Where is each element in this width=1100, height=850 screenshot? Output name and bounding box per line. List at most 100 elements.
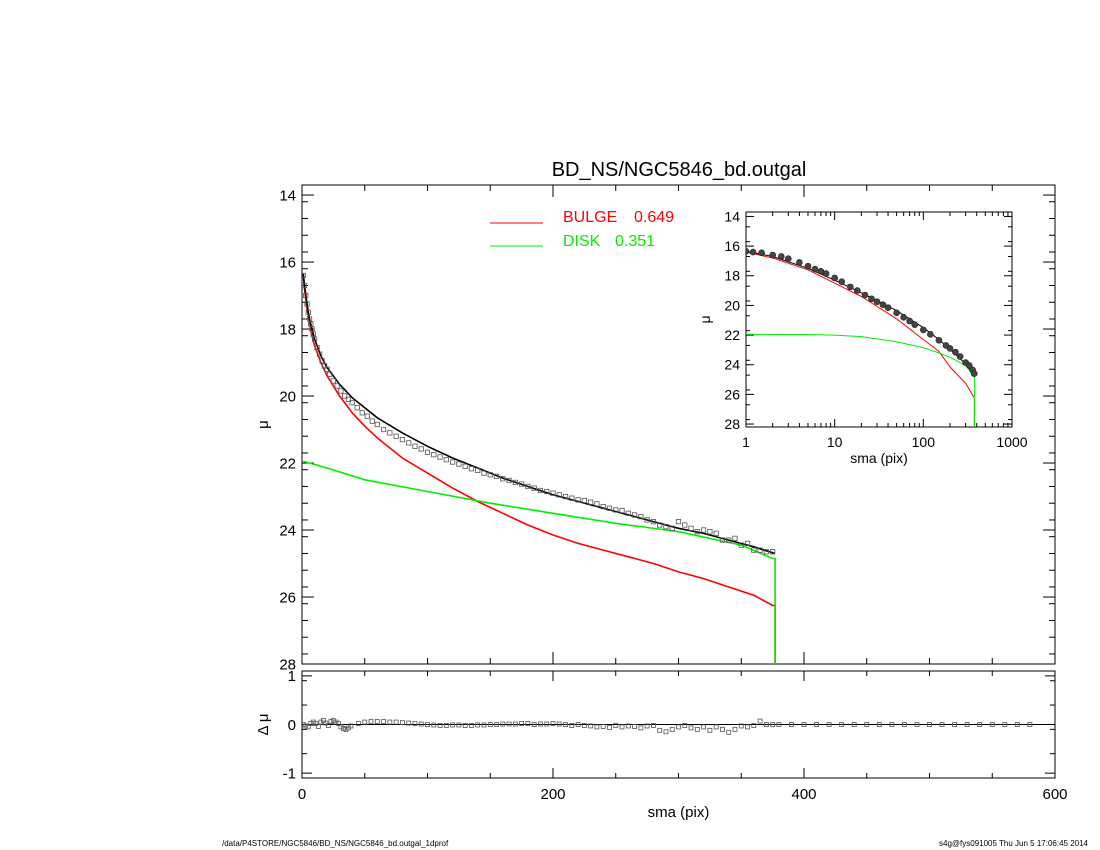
y-axis-label: μ xyxy=(697,315,713,323)
data-point xyxy=(822,270,830,277)
y-tick-label: 22 xyxy=(279,455,296,472)
chart-title: BD_NS/NGC5846_bd.outgal xyxy=(552,159,807,181)
data-point xyxy=(387,430,393,436)
residual-point xyxy=(305,724,311,730)
x-axis-label: sma (pix) xyxy=(850,450,908,466)
residual-point xyxy=(732,726,738,732)
residual-point xyxy=(1002,722,1008,727)
data-point xyxy=(544,488,550,495)
data-point xyxy=(354,405,360,411)
data-point xyxy=(669,525,675,531)
y-tick-label: 16 xyxy=(724,238,740,254)
residual-point xyxy=(399,720,405,725)
data-point xyxy=(838,278,845,285)
residual-point xyxy=(826,722,832,727)
residual-point xyxy=(333,719,339,725)
data-point xyxy=(631,512,638,518)
x-tick-label: 100 xyxy=(912,434,936,450)
residual-point xyxy=(481,722,487,728)
residual-point xyxy=(801,722,807,727)
residual-point xyxy=(362,719,368,725)
residual-point xyxy=(318,719,324,725)
data-point xyxy=(757,547,763,553)
residual-point xyxy=(338,724,344,730)
legend-disk-label: DISK xyxy=(563,233,601,250)
data-point xyxy=(966,362,973,369)
data-point xyxy=(861,291,869,299)
residual-point xyxy=(323,720,329,726)
x-tick-label: 0 xyxy=(298,786,306,803)
residual-point xyxy=(325,723,331,728)
bulge-line xyxy=(746,251,975,427)
residual-point xyxy=(701,724,706,730)
footer-path: /data/P4STORE/NGC5846/BD_NS/NGC5846_bd.o… xyxy=(222,839,449,848)
residual-point xyxy=(494,722,499,727)
residual-point xyxy=(575,722,581,727)
residual-point xyxy=(569,723,575,728)
data-point xyxy=(525,483,531,490)
residual-point xyxy=(876,722,882,727)
data-point xyxy=(927,331,934,338)
data-point xyxy=(657,522,663,528)
inset-panel: 14 16 18 20 22 24 26 281 10 100 1000 sma (pix) μ xyxy=(697,208,1028,466)
y-tick-label: -1 xyxy=(283,765,296,782)
residual-point xyxy=(770,722,776,727)
data-point xyxy=(726,537,732,543)
residual-point xyxy=(707,727,713,733)
y-tick-label: 24 xyxy=(724,357,740,373)
data-point xyxy=(500,476,506,482)
y-tick-label: 24 xyxy=(279,522,296,539)
residual-point xyxy=(475,722,481,728)
residual-point xyxy=(638,725,644,731)
data-point xyxy=(625,510,631,516)
data-point xyxy=(900,313,907,321)
y-tick-label: 1 xyxy=(288,668,296,685)
data-point xyxy=(550,490,556,496)
y-tick-label: 26 xyxy=(279,589,296,606)
data-point xyxy=(956,353,964,360)
data-point xyxy=(342,393,348,399)
residual-point xyxy=(726,729,732,735)
residual-point xyxy=(320,718,326,724)
residual-point xyxy=(977,722,983,727)
residual-point xyxy=(406,720,412,726)
residual-point xyxy=(431,722,437,728)
residual-point xyxy=(927,722,932,727)
data-point xyxy=(569,495,575,501)
data-point xyxy=(920,326,927,334)
data-point xyxy=(424,449,431,455)
data-point xyxy=(777,253,785,260)
data-point xyxy=(310,331,316,337)
residual-point xyxy=(556,721,562,727)
data-point xyxy=(594,501,600,507)
data-point xyxy=(804,262,812,270)
data-point xyxy=(556,492,562,498)
data-point xyxy=(749,248,757,256)
residual-point xyxy=(1027,722,1033,727)
data-point xyxy=(644,517,650,523)
main-panel: 14 16 18 20 22 24 26 28 μ xyxy=(255,184,1056,673)
x-axis-label: sma (pix) xyxy=(648,804,710,821)
residual-point xyxy=(330,718,336,724)
residual-point xyxy=(425,722,430,727)
plot-area xyxy=(746,247,978,427)
residual-point xyxy=(776,722,782,727)
data-point xyxy=(854,287,861,294)
y-tick-label: 14 xyxy=(279,187,296,204)
residual-point xyxy=(368,719,374,724)
residual-point xyxy=(341,725,346,731)
data-point xyxy=(746,247,750,255)
data-point xyxy=(911,321,919,328)
residual-point xyxy=(607,725,612,730)
data-point xyxy=(306,316,313,322)
data-point xyxy=(935,336,943,344)
residual-point xyxy=(393,719,399,725)
plot-area xyxy=(302,272,776,664)
data-point xyxy=(719,537,726,543)
data-point xyxy=(418,446,424,452)
legend-bulge-label: BULGE xyxy=(563,209,617,226)
residual-point xyxy=(839,722,845,727)
residual-point xyxy=(343,726,349,732)
residual-point xyxy=(313,721,319,726)
